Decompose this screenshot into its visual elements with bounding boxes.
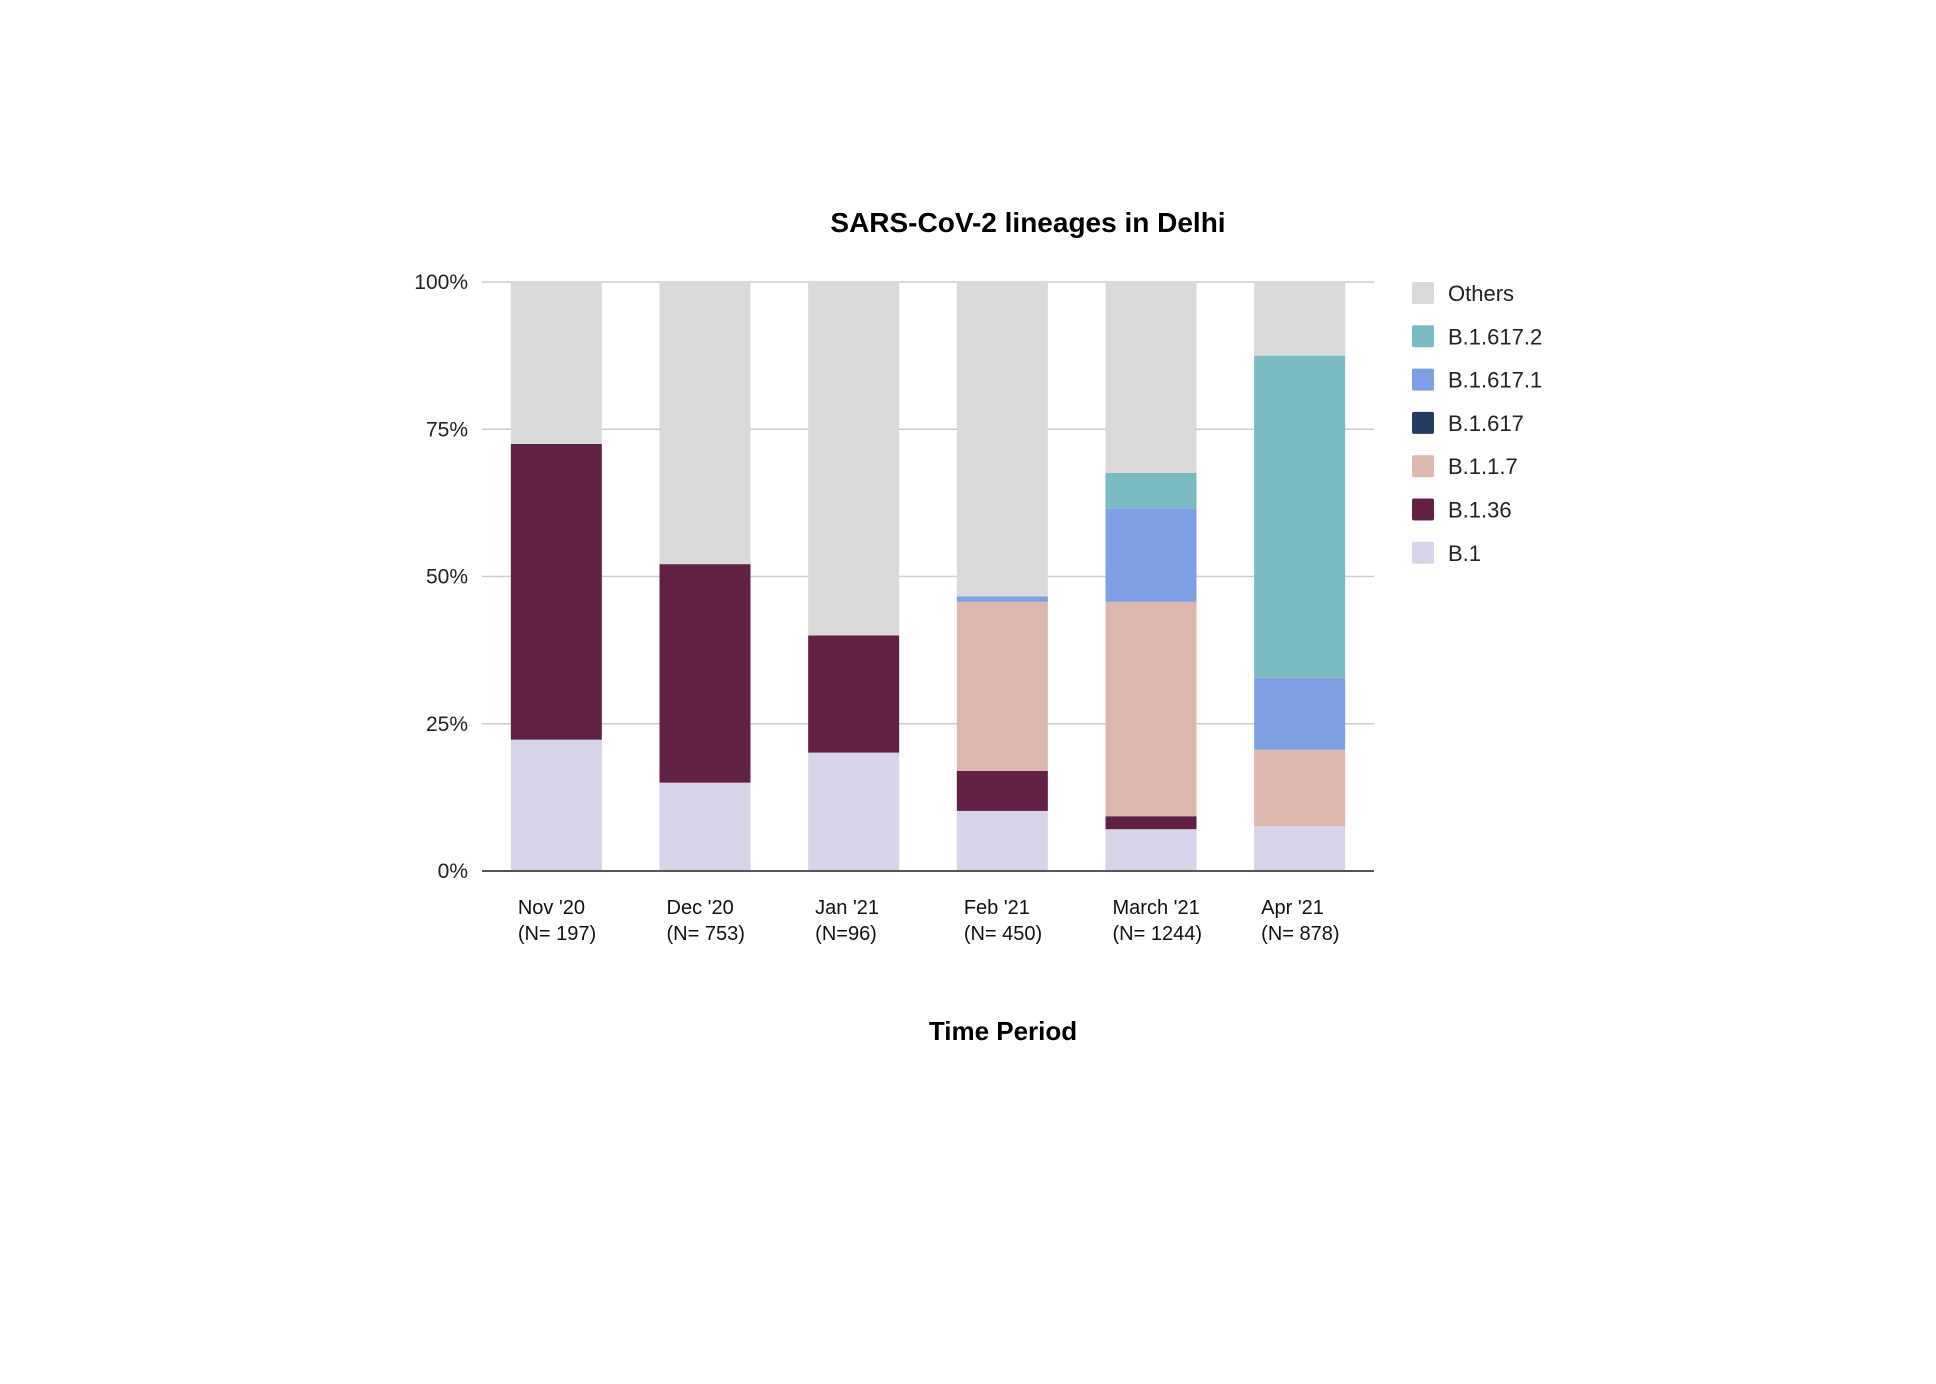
bar-segment-others xyxy=(956,282,1048,597)
y-tick-label: 100% xyxy=(414,271,468,294)
bar-segment-others xyxy=(1105,282,1197,473)
bar-segment-b-1-1-7 xyxy=(1105,601,1197,817)
legend-label: B.1.617.1 xyxy=(1448,368,1542,393)
x-tick-label: March '21 xyxy=(1113,897,1200,919)
bar-segment-b-1 xyxy=(956,810,1048,871)
bars xyxy=(510,282,1346,871)
bar-segment-b-1-617-2 xyxy=(1105,472,1197,509)
bar-segment-b-1-36 xyxy=(956,770,1048,811)
x-tick-label: Feb '21 xyxy=(964,897,1030,919)
bar-segment-b-1-1-7 xyxy=(1254,749,1346,827)
bar-segment-others xyxy=(808,282,900,636)
x-tick-label: Nov '20 xyxy=(518,897,585,919)
x-tick-sublabel: (N= 1244) xyxy=(1113,923,1203,945)
x-axis-ticks: Nov '20 (N= 197) Dec '20 (N= 753) Jan '21 (N=… xyxy=(518,897,1340,945)
x-tick-label: Dec '20 xyxy=(667,897,734,919)
x-tick-label: Apr '21 xyxy=(1261,897,1324,919)
bar-segment-b-1-617-2 xyxy=(1254,355,1346,678)
x-tick-sublabel: (N=96) xyxy=(815,923,877,945)
x-tick-sublabel: (N= 753) xyxy=(667,923,745,945)
y-tick-label: 75% xyxy=(426,418,468,441)
legend-swatch xyxy=(1412,498,1434,521)
bar-segment-b-1-36 xyxy=(510,443,602,740)
legend: Others B.1.617.2 B.1.617.1 B.1.617 B.1.1.7 B.… xyxy=(1412,281,1542,566)
legend-swatch xyxy=(1412,541,1434,564)
y-tick-label: 0% xyxy=(438,860,468,883)
bar-segment-b-1 xyxy=(808,752,900,871)
legend-swatch xyxy=(1412,411,1434,434)
legend-swatch xyxy=(1412,455,1434,478)
legend-swatch xyxy=(1412,368,1434,391)
legend-label: B.1.617 xyxy=(1448,411,1524,436)
y-axis-ticks: 0% 25% 50% 75% 100% xyxy=(414,271,468,883)
bar-segment-others xyxy=(659,282,751,565)
legend-label: Others xyxy=(1448,281,1514,306)
bar-segment-others xyxy=(510,282,602,444)
bar-segment-b-1-36 xyxy=(659,564,751,783)
bar-segment-b-1-617-1 xyxy=(956,596,1048,602)
legend-swatch xyxy=(1412,282,1434,304)
bar-segment-b-1 xyxy=(1254,826,1346,871)
legend-label: B.1 xyxy=(1448,541,1481,566)
x-tick-sublabel: (N= 450) xyxy=(964,923,1042,945)
bar-segment-b-1 xyxy=(510,739,602,871)
bar-segment-b-1-617-1 xyxy=(1254,677,1346,750)
x-tick-sublabel: (N= 197) xyxy=(518,923,596,945)
bar-segment-b-1 xyxy=(1105,829,1197,871)
legend-swatch xyxy=(1412,325,1434,348)
bar-segment-b-1-1-7 xyxy=(956,601,1048,771)
y-tick-label: 50% xyxy=(426,566,468,589)
legend-label: B.1.617.2 xyxy=(1448,324,1542,349)
bar-segment-b-1-36 xyxy=(808,635,900,753)
bar-segment-b-1 xyxy=(659,782,751,871)
bar-segment-b-1-36 xyxy=(1105,816,1197,830)
y-tick-label: 25% xyxy=(426,713,468,736)
chart-title: SARS-CoV-2 lineages in Delhi xyxy=(830,207,1225,238)
gridlines xyxy=(482,281,1374,725)
bar-segment-others xyxy=(1254,282,1346,356)
x-axis-title: Time Period xyxy=(929,1016,1077,1046)
bar-segment-b-1-617-1 xyxy=(1105,508,1197,602)
legend-label: B.1.36 xyxy=(1448,498,1512,523)
legend-label: B.1.1.7 xyxy=(1448,454,1518,479)
x-tick-label: Jan '21 xyxy=(815,897,879,919)
x-tick-sublabel: (N= 878) xyxy=(1261,923,1339,945)
